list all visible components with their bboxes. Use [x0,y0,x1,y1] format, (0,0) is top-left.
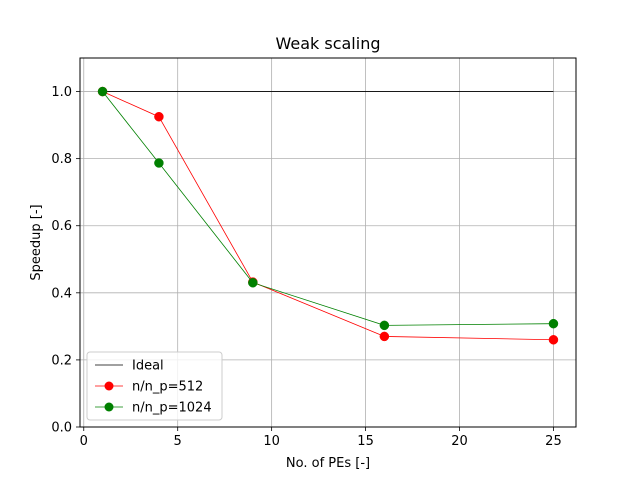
x-axis-label: No. of PEs [-] [286,456,370,471]
data-point-2-4 [548,318,559,329]
data-point-1-4 [548,335,559,345]
legend: Ideal n/n_p=512 n/n_p=1024 [86,351,223,421]
y-tick-label: 0.8 [51,152,72,167]
y-tick-label: 0.2 [51,353,72,368]
data-point-1-3 [379,331,390,342]
legend-swatch-marker-2 [104,402,114,412]
legend-swatch-marker-1 [104,381,114,391]
chart-title: Weak scaling [275,34,380,53]
x-tick-label: 5 [174,434,182,449]
y-axis-label: Speedup [-] [29,204,44,280]
legend-label-2: n/n_p=1024 [132,401,212,416]
legend-box [86,351,223,421]
data-point-2-2 [248,278,258,288]
legend-label-0: Ideal [132,359,164,374]
tick-layer: 0 5 10 15 20 25 0.0 0.2 0.4 0.6 0.8 1.0 [51,85,561,449]
data-point-2-1 [154,158,164,168]
x-tick-label: 0 [80,434,88,449]
x-tick-label: 15 [357,434,374,449]
data-point-1-1 [154,111,164,122]
data-point-2-0 [97,86,108,97]
y-tick-label: 1.0 [51,85,72,100]
x-tick-label: 20 [451,434,468,449]
y-tick-label: 0.4 [51,286,72,301]
series-layer [97,86,559,345]
legend-label-1: n/n_p=512 [132,380,203,395]
plot-frame [79,57,577,428]
x-tick-label: 10 [263,434,280,449]
x-tick-label: 25 [545,434,562,449]
y-tick-label: 0.0 [51,421,72,436]
data-point-2-3 [379,320,390,331]
y-tick-label: 0.6 [51,219,72,234]
